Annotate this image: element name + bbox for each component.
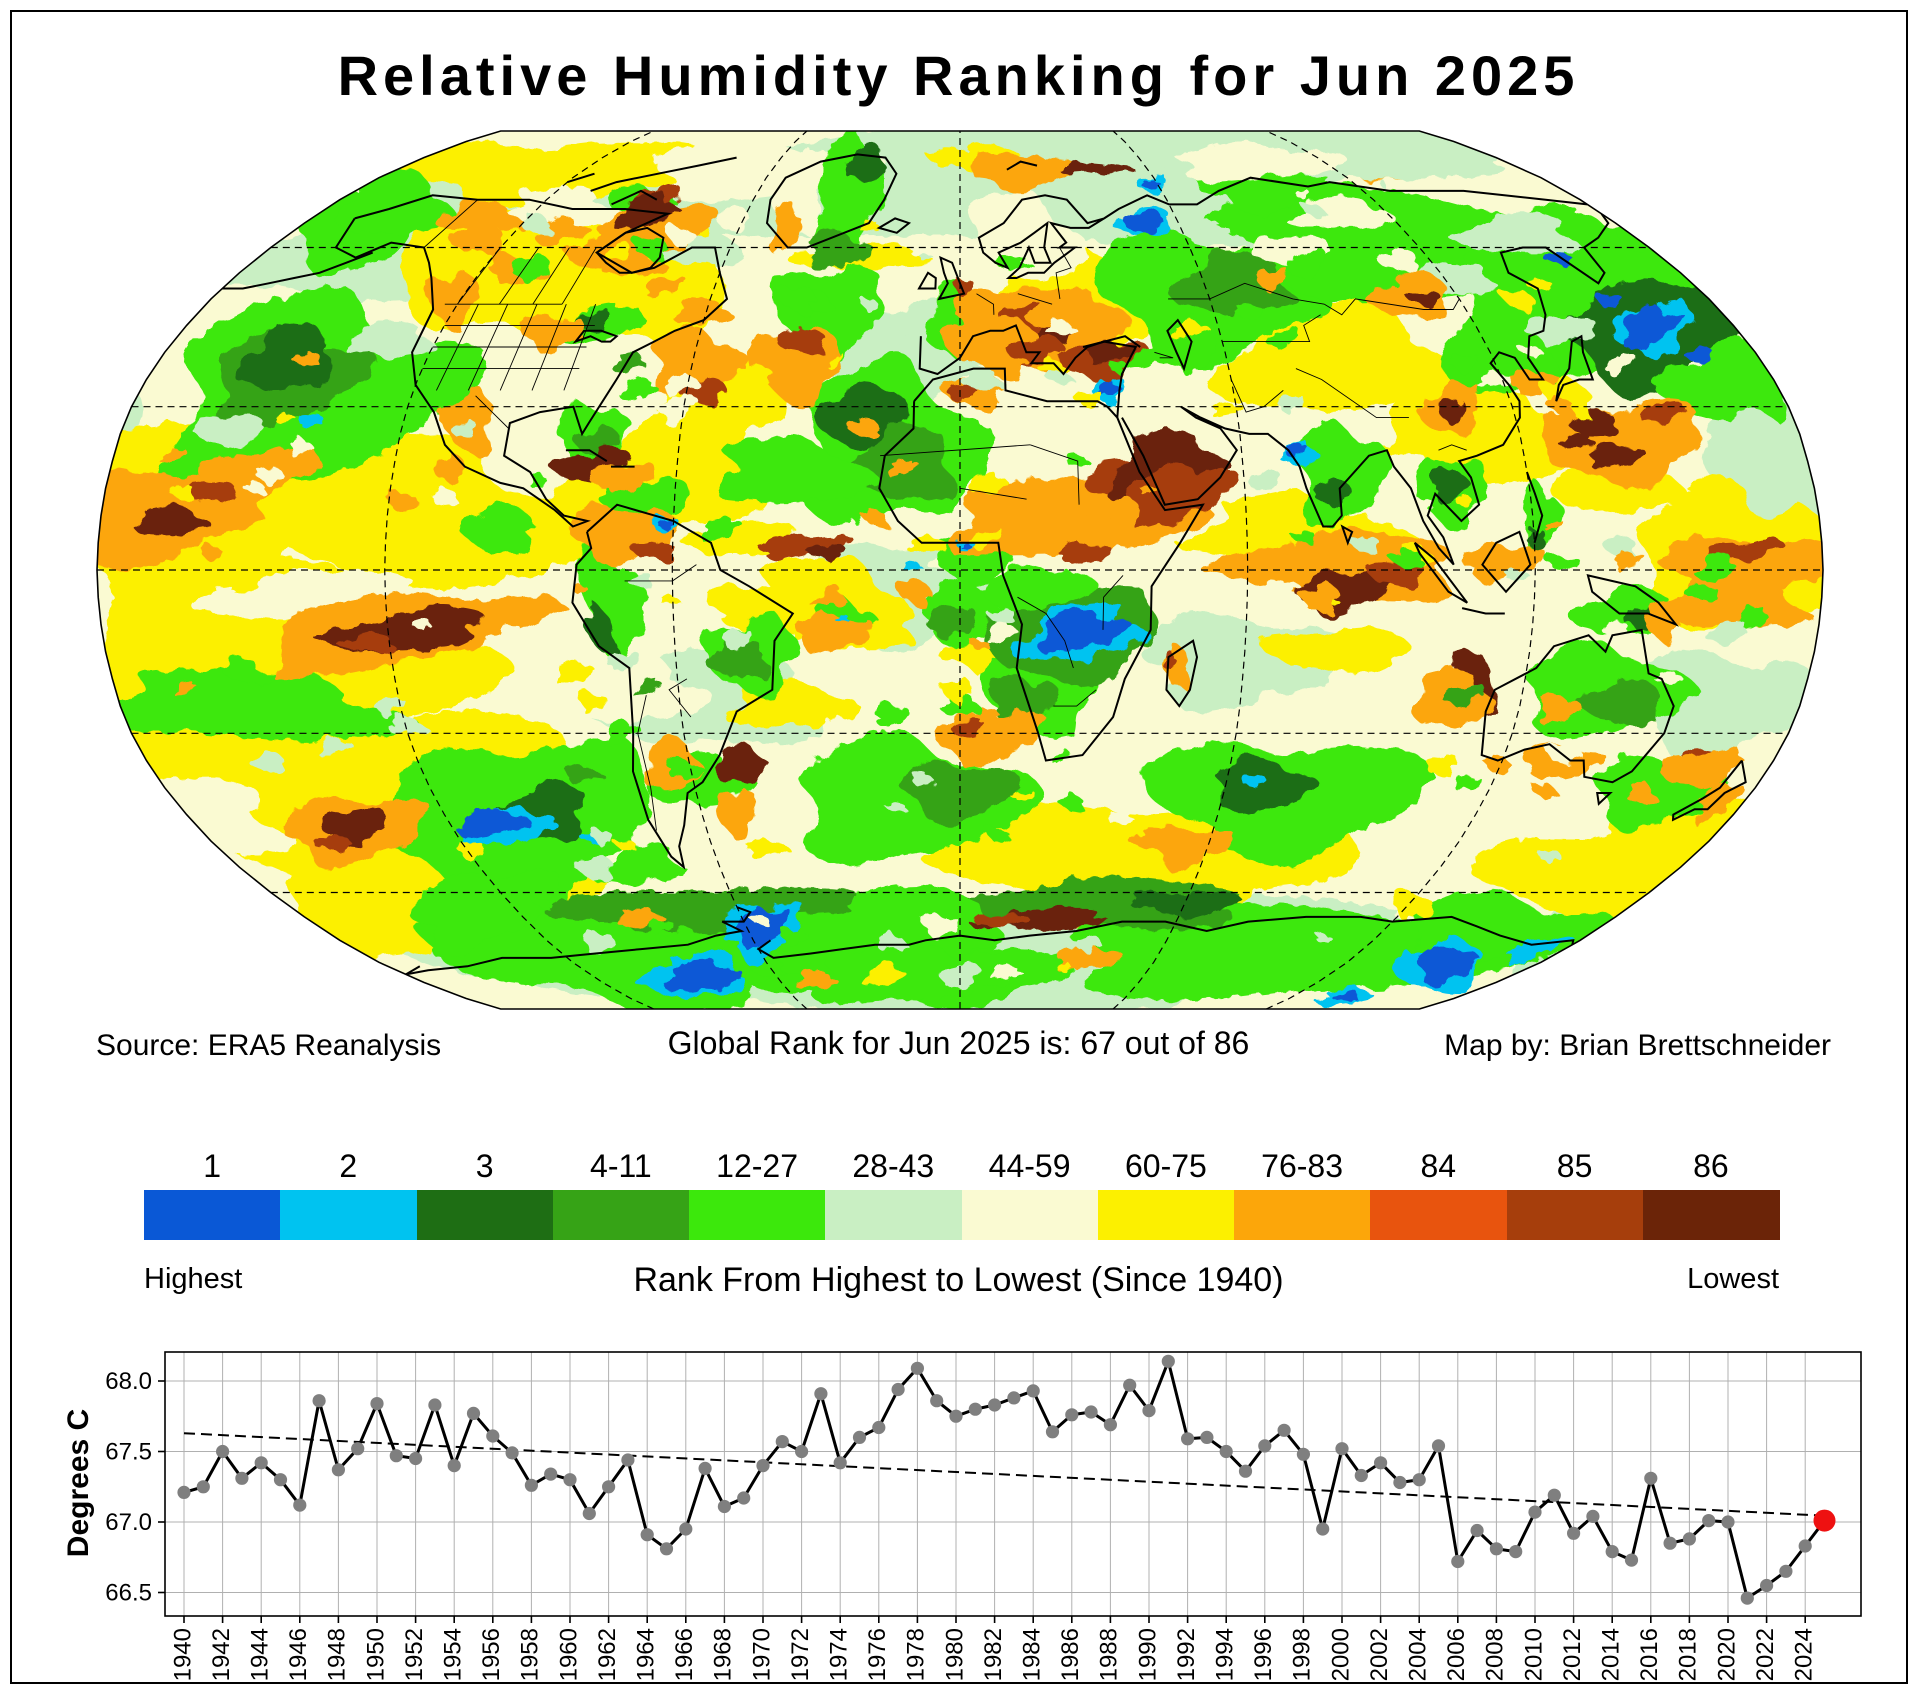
svg-text:1974: 1974	[826, 1628, 853, 1681]
svg-text:1940: 1940	[169, 1628, 196, 1681]
svg-text:1994: 1994	[1212, 1628, 1239, 1681]
svg-text:1954: 1954	[440, 1628, 467, 1681]
svg-text:1970: 1970	[748, 1628, 775, 1681]
svg-text:Degrees C: Degrees C	[62, 1409, 95, 1557]
svg-text:2024: 2024	[1791, 1628, 1818, 1681]
svg-text:1952: 1952	[401, 1628, 428, 1681]
svg-text:1956: 1956	[478, 1628, 505, 1681]
svg-text:1950: 1950	[362, 1628, 389, 1681]
svg-text:67.5: 67.5	[105, 1439, 152, 1466]
svg-text:1998: 1998	[1289, 1628, 1316, 1681]
svg-text:1966: 1966	[671, 1628, 698, 1681]
svg-text:2018: 2018	[1675, 1628, 1702, 1681]
svg-text:1978: 1978	[903, 1628, 930, 1681]
svg-text:2014: 2014	[1598, 1628, 1625, 1681]
svg-text:1992: 1992	[1173, 1628, 1200, 1681]
svg-text:1984: 1984	[1019, 1628, 1046, 1681]
svg-text:1976: 1976	[864, 1628, 891, 1681]
svg-text:66.5: 66.5	[105, 1580, 152, 1607]
svg-text:2016: 2016	[1636, 1628, 1663, 1681]
svg-text:2000: 2000	[1327, 1628, 1354, 1681]
svg-text:1996: 1996	[1250, 1628, 1277, 1681]
svg-text:1960: 1960	[555, 1628, 582, 1681]
svg-text:1968: 1968	[710, 1628, 737, 1681]
svg-text:1948: 1948	[324, 1628, 351, 1681]
svg-text:1962: 1962	[594, 1628, 621, 1681]
svg-text:2012: 2012	[1559, 1628, 1586, 1681]
svg-text:2010: 2010	[1520, 1628, 1547, 1681]
svg-text:1944: 1944	[247, 1628, 274, 1681]
svg-text:1990: 1990	[1134, 1628, 1161, 1681]
svg-text:2006: 2006	[1443, 1628, 1470, 1681]
svg-text:1988: 1988	[1096, 1628, 1123, 1681]
svg-text:1986: 1986	[1057, 1628, 1084, 1681]
svg-text:1982: 1982	[980, 1628, 1007, 1681]
svg-text:2008: 2008	[1482, 1628, 1509, 1681]
svg-text:1946: 1946	[285, 1628, 312, 1681]
svg-text:68.0: 68.0	[105, 1368, 152, 1395]
svg-text:67.0: 67.0	[105, 1509, 152, 1536]
svg-text:1942: 1942	[208, 1628, 235, 1681]
svg-text:2002: 2002	[1366, 1628, 1393, 1681]
svg-text:2022: 2022	[1752, 1628, 1779, 1681]
svg-text:1958: 1958	[517, 1628, 544, 1681]
svg-text:1964: 1964	[633, 1628, 660, 1681]
svg-text:1972: 1972	[787, 1628, 814, 1681]
svg-text:2020: 2020	[1713, 1628, 1740, 1681]
svg-text:2004: 2004	[1405, 1628, 1432, 1681]
svg-text:1980: 1980	[941, 1628, 968, 1681]
